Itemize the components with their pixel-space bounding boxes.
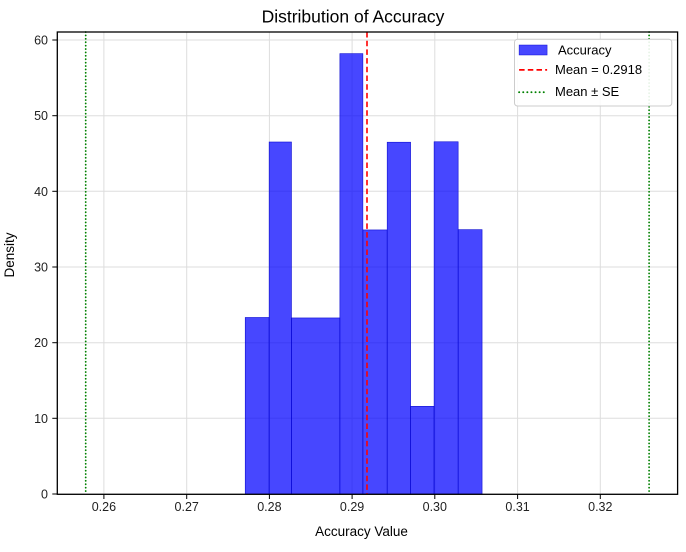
svg-text:50: 50	[34, 109, 48, 123]
svg-text:40: 40	[34, 185, 48, 199]
svg-text:Distribution of Accuracy: Distribution of Accuracy	[262, 7, 445, 27]
svg-text:0.27: 0.27	[175, 500, 199, 514]
svg-text:0.26: 0.26	[92, 500, 116, 514]
svg-text:0.30: 0.30	[423, 500, 447, 514]
svg-text:Accuracy: Accuracy	[558, 43, 612, 58]
svg-text:Accuracy Value: Accuracy Value	[315, 524, 408, 539]
svg-text:0.28: 0.28	[257, 500, 281, 514]
svg-text:Density: Density	[2, 232, 17, 277]
svg-text:Mean ± SE: Mean ± SE	[555, 84, 620, 99]
svg-text:0.29: 0.29	[340, 500, 364, 514]
svg-text:0.32: 0.32	[588, 500, 612, 514]
svg-text:10: 10	[34, 412, 48, 426]
svg-text:20: 20	[34, 336, 48, 350]
svg-text:0.31: 0.31	[505, 500, 529, 514]
svg-text:30: 30	[34, 261, 48, 275]
svg-text:0: 0	[41, 488, 48, 502]
svg-text:60: 60	[34, 34, 48, 48]
svg-text:Mean = 0.2918: Mean = 0.2918	[555, 62, 642, 77]
